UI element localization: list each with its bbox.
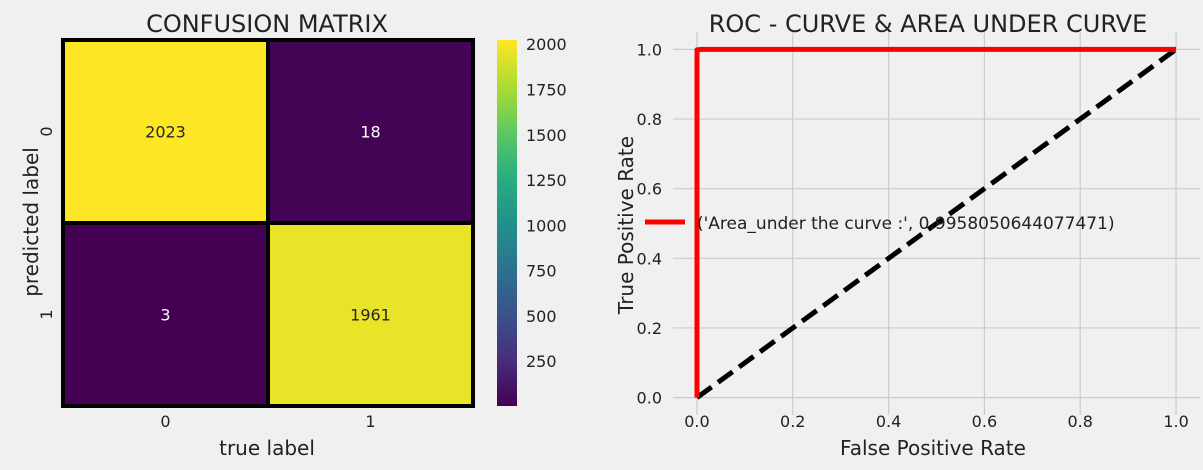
- legend-label: ('Area_under the curve :', 0.99580506440…: [697, 214, 1115, 234]
- colorbar-gradient: [497, 40, 517, 406]
- heatmap-cell: [61, 221, 270, 408]
- colorbar-tick-label: 2000: [526, 35, 567, 54]
- heatmap-y-axis-label: predicted label: [19, 147, 43, 297]
- roc-legend: ('Area_under the curve :', 0.99580506440…: [645, 214, 1115, 234]
- colorbar: 250 500 750 1000 1250 1500 1750 2000: [497, 35, 567, 406]
- heatmap-y-tick-label: 0: [37, 126, 56, 136]
- confusion-matrix-title: CONFUSION MATRIX: [146, 10, 388, 38]
- roc-panel: ROC - CURVE & AREA UNDER CURVE 0.0 0.2 0.4…: [614, 10, 1200, 460]
- heatmap-cell-label: 2023: [145, 123, 186, 142]
- heatmap-cell: [61, 38, 270, 225]
- roc-y-tick-label: 0.8: [637, 110, 662, 129]
- heatmap-cell-label: 1961: [350, 306, 391, 325]
- colorbar-tick-label: 500: [526, 307, 557, 326]
- heatmap-y-ticks: 01: [37, 126, 56, 319]
- roc-x-axis-label: False Positive Rate: [840, 436, 1026, 460]
- roc-y-tick-label: 0.6: [637, 180, 662, 199]
- roc-title: ROC - CURVE & AREA UNDER CURVE: [709, 10, 1148, 38]
- heatmap-cell: [266, 221, 475, 408]
- roc-x-ticks: 0.0 0.2 0.4 0.6 0.8 1.0: [684, 412, 1189, 431]
- colorbar-tick-label: 250: [526, 352, 557, 371]
- roc-y-tick-label: 1.0: [637, 40, 662, 59]
- roc-series: [694, 46, 1178, 400]
- heatmap-cell-label: 18: [360, 123, 380, 142]
- roc-y-tick-label: 0.2: [637, 319, 662, 338]
- roc-x-tick-label: 0.4: [876, 412, 901, 431]
- roc-x-tick-label: 0.6: [972, 412, 997, 431]
- roc-y-ticks: 0.0 0.2 0.4 0.6 0.8 1.0: [637, 40, 662, 407]
- roc-x-tick-label: 0.8: [1068, 412, 1093, 431]
- heatmap-x-tick-label: 1: [365, 412, 375, 431]
- colorbar-tick-label: 1250: [526, 171, 567, 190]
- roc-x-tick-label: 0.0: [684, 412, 709, 431]
- roc-x-tick-label: 1.0: [1163, 412, 1188, 431]
- heatmap-cells: 2023 18 3 1961: [61, 38, 475, 408]
- roc-y-tick-label: 0.0: [637, 389, 662, 408]
- heatmap-x-axis-label: true label: [219, 436, 315, 460]
- colorbar-tick-label: 750: [526, 262, 557, 281]
- heatmap-cell: [266, 38, 475, 225]
- colorbar-tick-label: 1500: [526, 126, 567, 145]
- heatmap-x-tick-label: 0: [160, 412, 170, 431]
- roc-x-tick-label: 0.2: [780, 412, 805, 431]
- colorbar-ticks: 250 500 750 1000 1250 1500 1750 2000: [526, 35, 567, 371]
- heatmap-y-tick-label: 1: [37, 309, 56, 319]
- roc-curve-line: [694, 46, 1176, 398]
- roc-baseline-line: [695, 47, 1178, 400]
- roc-y-tick-label: 0.4: [637, 249, 662, 268]
- colorbar-tick-label: 1000: [526, 216, 567, 235]
- colorbar-tick-label: 1750: [526, 80, 567, 99]
- roc-y-axis-label: True Positive Rate: [614, 136, 638, 315]
- heatmap-cell-label: 3: [160, 306, 170, 325]
